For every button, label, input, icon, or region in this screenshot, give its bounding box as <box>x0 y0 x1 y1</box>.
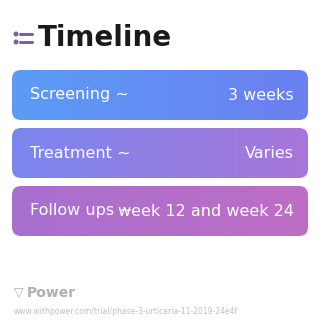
Text: Screening ~: Screening ~ <box>30 88 129 102</box>
Text: www.withpower.com/trial/phase-3-urticaria-11-2019-24e4f: www.withpower.com/trial/phase-3-urticari… <box>14 306 238 316</box>
Circle shape <box>14 40 18 44</box>
Text: Varies: Varies <box>245 146 294 161</box>
Text: 3 weeks: 3 weeks <box>228 88 294 102</box>
Text: Treatment ~: Treatment ~ <box>30 146 131 161</box>
Text: Power: Power <box>27 286 76 300</box>
Text: Timeline: Timeline <box>38 24 172 52</box>
Text: week 12 and week 24: week 12 and week 24 <box>118 203 294 218</box>
Circle shape <box>14 32 18 36</box>
Text: ▽: ▽ <box>14 286 24 300</box>
Text: Follow ups ~: Follow ups ~ <box>30 203 133 218</box>
